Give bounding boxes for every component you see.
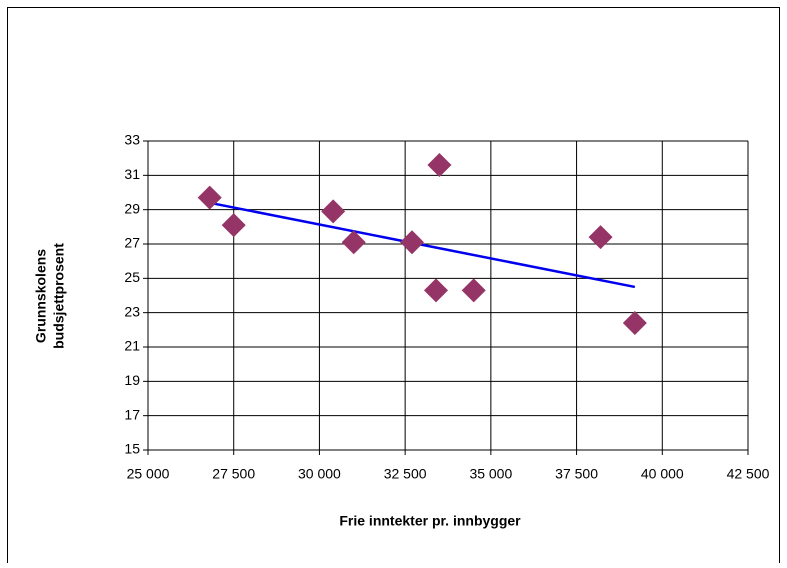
y-tick-label: 19 [124,372,140,388]
y-tick-label: 27 [124,235,140,251]
x-tick-label: 27 500 [212,466,255,482]
y-tick-label: 29 [124,200,140,216]
data-point [424,278,448,303]
y-tick-label: 33 [124,132,140,148]
y-axis-label: Grunnskolens [33,249,49,343]
data-point [221,213,246,238]
y-tick-label: 15 [124,441,140,457]
data-point [588,225,613,250]
x-tick-label: 30 000 [298,466,341,482]
x-tick-label: 32 500 [384,466,427,482]
y-tick-label: 17 [124,406,140,422]
data-point [321,199,346,224]
y-tick-label: 31 [124,166,140,182]
data-point [341,230,366,255]
x-tick-label: 35 000 [469,466,512,482]
y-tick-label: 25 [124,269,140,285]
data-point [197,185,222,210]
data-point [461,278,486,303]
y-axis-label: budsjettprosent [51,243,67,349]
x-tick-label: 25 000 [127,466,170,482]
x-tick-label: 37 500 [555,466,598,482]
chart-border [7,7,780,568]
x-tick-label: 42 500 [727,466,770,482]
y-tick-label: 23 [124,303,140,319]
data-point [400,230,424,255]
x-tick-label: 40 000 [641,466,684,482]
data-point [427,153,452,178]
x-axis-label: Frie inntekter pr. innbygger [339,513,521,529]
data-point [622,310,647,335]
trend-line [209,201,636,289]
y-tick-label: 21 [124,338,140,354]
